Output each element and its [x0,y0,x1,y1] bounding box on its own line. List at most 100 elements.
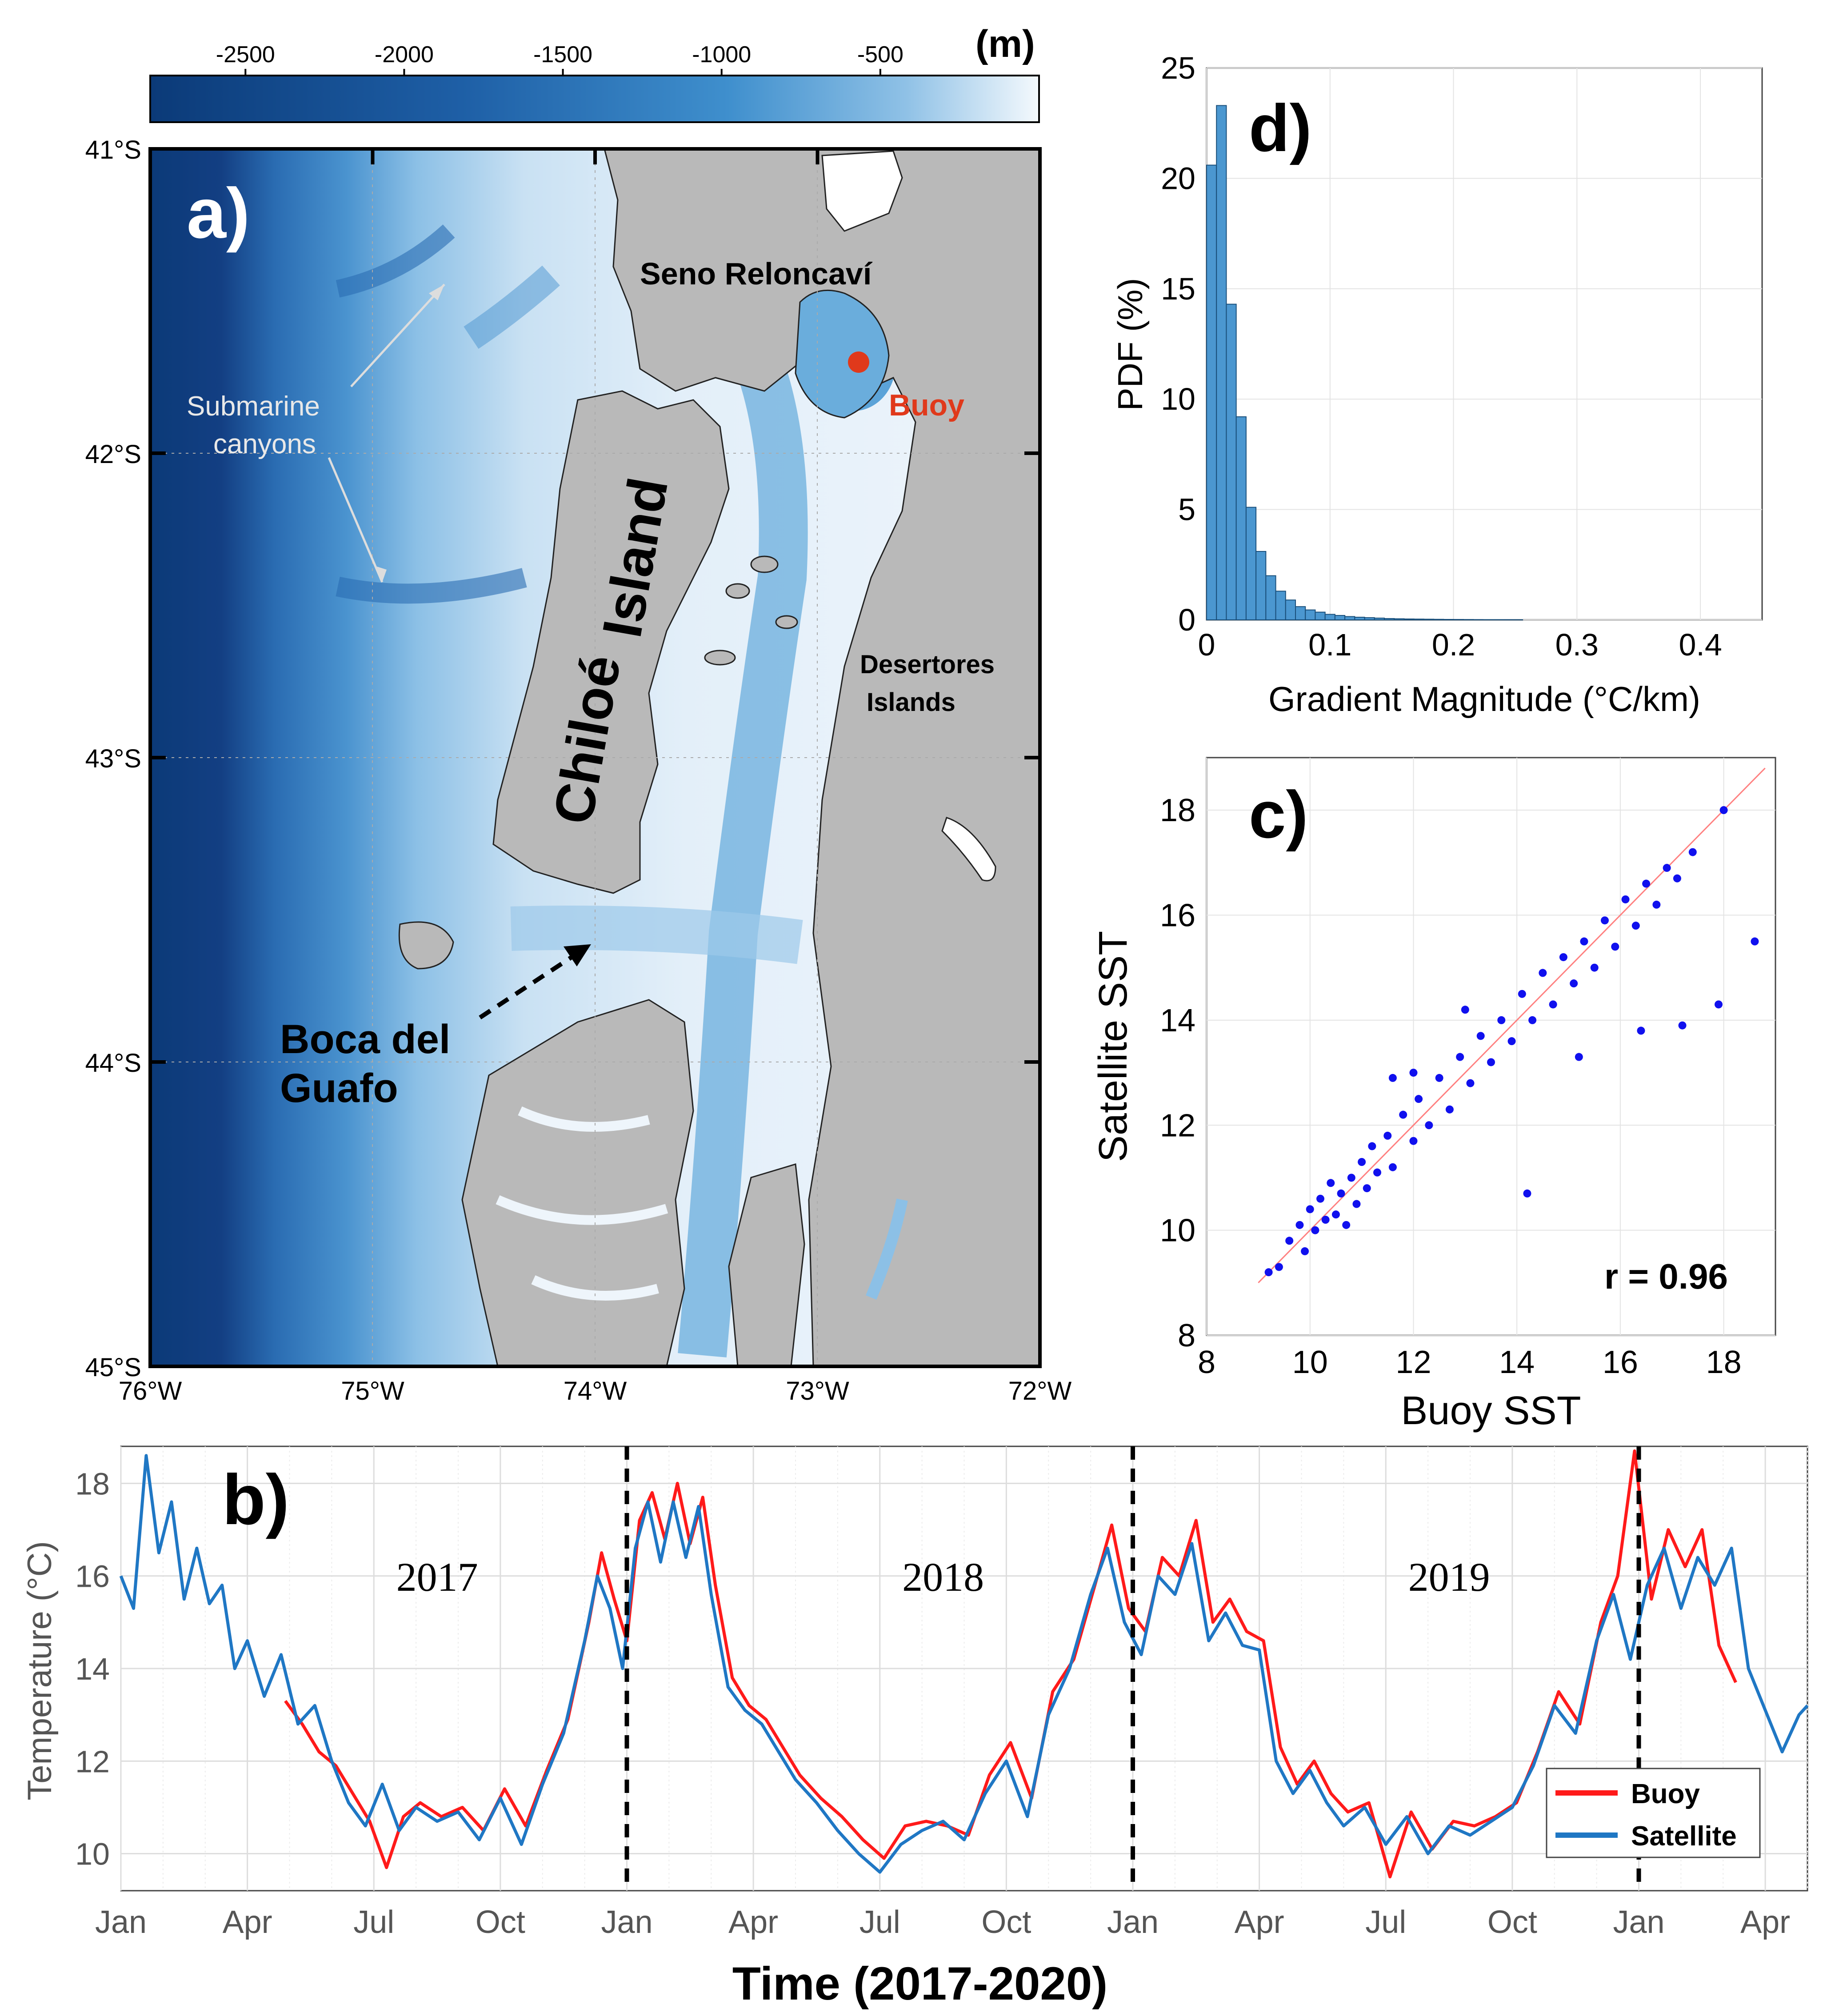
guafo-channel [511,928,800,942]
colorbar-tick-label: -2500 [216,42,275,68]
ts-xtick-label: Oct [1487,1904,1537,1940]
scatter-point [1295,1221,1303,1229]
timeseries-ylabel: Temperature (°C) [21,1541,59,1800]
label-canyons: canyons [213,429,316,459]
scatter-point [1327,1179,1335,1187]
hist-xtick-label: 0.2 [1432,627,1475,662]
hist-bar [1345,617,1355,620]
ts-xtick-label: Apr [728,1904,778,1940]
scatter-point [1591,964,1599,972]
scatter-point [1456,1053,1464,1061]
ts-ytick-label: 18 [75,1466,110,1501]
hist-ytick-label: 0 [1178,603,1195,637]
hist-ytick-label: 25 [1161,51,1195,85]
scatter-ytick-label: 10 [1160,1213,1195,1249]
colorbar-tick-label: -1500 [533,42,592,68]
scatter-point [1347,1174,1355,1182]
scatter-point [1425,1121,1433,1129]
hist-bar [1236,417,1246,620]
scatter-xtick-label: 18 [1706,1345,1742,1380]
timeseries-xlabel: Time (2017-2020) [732,1958,1107,2010]
hist-bar [1365,618,1375,620]
hist-bar [1355,617,1364,620]
island-small [726,584,749,598]
year-label: 2018 [902,1554,984,1600]
island-small [776,616,797,628]
scatter-point [1720,806,1728,814]
lon-tick-label: 72°W [1008,1377,1072,1405]
hist-bar [1256,551,1266,620]
hist-xtick-label: 0.4 [1679,627,1722,662]
scatter-point [1265,1268,1273,1276]
hist-bar [1315,612,1325,620]
hist-bar [1305,610,1315,620]
lon-tick-label: 76°W [119,1377,182,1405]
bathymetry-map-panel: -2500-2000-1500-1000-500 (m) [85,23,1072,1405]
hist-ytick-label: 15 [1161,271,1195,306]
hist-bar [1246,507,1256,620]
label-guafo: Guafo [280,1066,398,1111]
ts-xtick-label: Jan [601,1904,652,1940]
scatter-point [1715,1000,1723,1008]
scatter-point [1601,916,1609,924]
scatter-xlabel: Buoy SST [1401,1389,1581,1433]
scatter-point [1679,1022,1687,1030]
scatter-point [1332,1210,1340,1218]
scatter-point [1352,1200,1360,1208]
hist-bar [1454,619,1463,620]
hist-xtick-label: 0.1 [1308,627,1351,662]
hist-bar [1207,165,1216,620]
scatter-point [1409,1069,1417,1077]
scatter-point [1301,1247,1309,1255]
histogram-ylabel: PDF (%) [1111,278,1150,411]
scatter-xtick-label: 14 [1499,1345,1535,1380]
scatter-point [1580,938,1588,946]
scatter-ytick-label: 18 [1160,793,1195,828]
scatter-point [1342,1221,1350,1229]
hist-ytick-label: 5 [1178,492,1195,527]
hist-xtick-label: 0.3 [1555,627,1599,662]
hist-bar [1216,105,1226,620]
scatter-point [1652,901,1660,909]
lat-tick-label: 43°S [85,744,141,773]
depth-colorbar [150,76,1039,122]
scatter-point [1275,1263,1283,1271]
scatter-point [1322,1216,1330,1224]
ts-xtick-label: Jan [1107,1904,1159,1940]
ts-xtick-label: Jul [353,1904,394,1940]
scatter-xtick-label: 10 [1292,1345,1328,1380]
colorbar-unit: (m) [975,23,1035,65]
scatter-point [1373,1169,1381,1177]
scatter-point [1358,1158,1366,1166]
scatter-point [1368,1142,1376,1150]
scatter-point [1559,953,1567,961]
ts-xtick-label: Apr [1235,1904,1284,1940]
colorbar-ticks: -2500-2000-1500-1000-500 [216,42,904,76]
colorbar-tick-label: -2000 [375,42,434,68]
scatter-point [1415,1095,1423,1103]
scatter-point [1637,1027,1645,1035]
ts-ytick-label: 16 [75,1559,110,1594]
lat-tick-label: 42°S [85,440,141,469]
hist-ytick-label: 20 [1161,161,1195,196]
hist-bar [1286,600,1295,620]
scatter-ylabel: Satellite SST [1091,931,1135,1162]
scatter-point [1689,848,1697,856]
scatter-point [1487,1058,1495,1066]
year-label: 2017 [396,1554,478,1600]
legend-satellite-label: Satellite [1631,1821,1737,1852]
panel-label-c: c) [1249,777,1308,852]
lat-tick-label: 44°S [85,1049,141,1078]
scatter-point [1337,1190,1345,1198]
scatter-xtick-label: 8 [1198,1345,1215,1380]
scatter-point [1508,1037,1516,1045]
hist-bar [1414,619,1424,620]
scatter-point [1523,1190,1531,1198]
year-label: 2019 [1408,1554,1490,1600]
scatter-point [1549,1000,1557,1008]
colorbar-tick-label: -1000 [692,42,751,68]
hist-bar [1424,619,1434,620]
lat-tick-label: 41°S [85,136,141,164]
ts-xtick-label: Jul [860,1904,900,1940]
scatter-point [1575,1053,1583,1061]
